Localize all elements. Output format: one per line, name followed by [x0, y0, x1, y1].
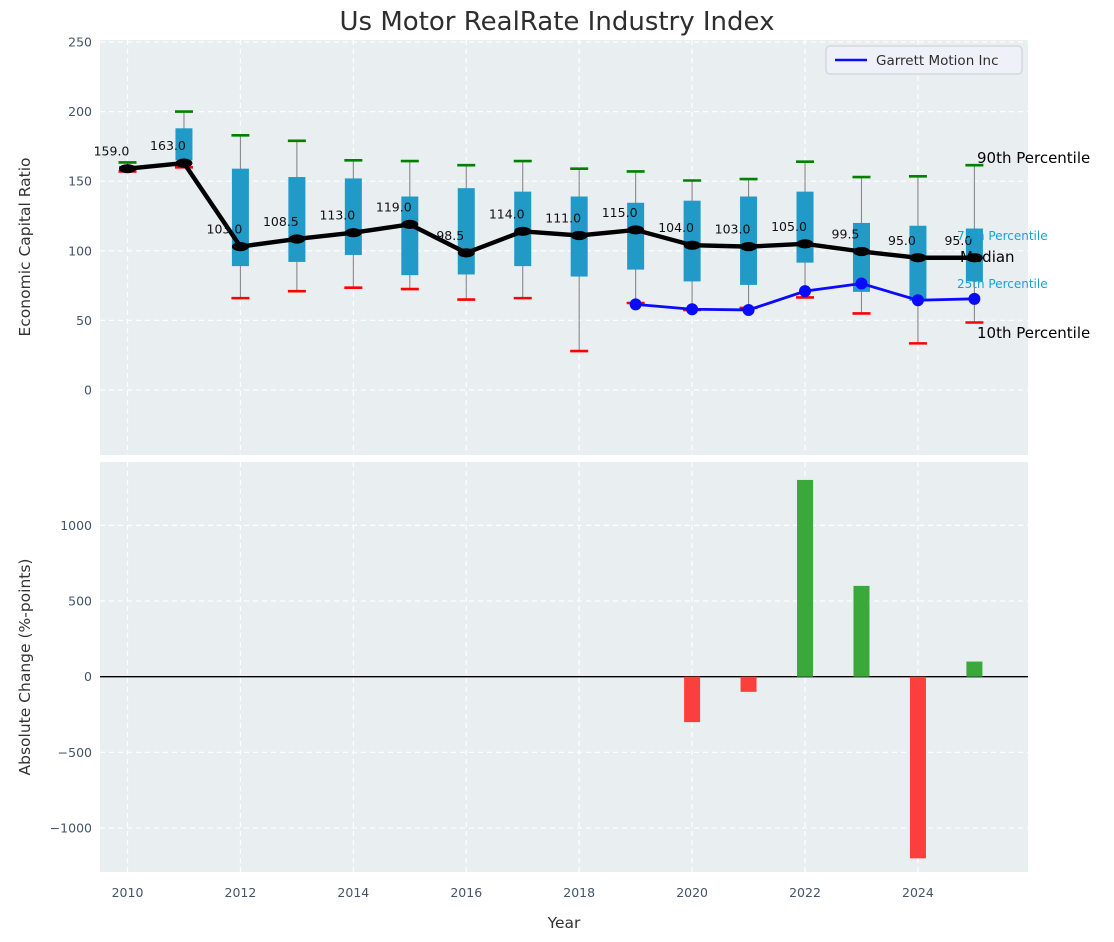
median-value-label: 119.0	[376, 199, 412, 214]
bar-negative	[740, 676, 757, 692]
median-point	[909, 253, 927, 263]
bar-positive	[853, 585, 870, 677]
y-tick-label: −500	[58, 745, 92, 760]
median-point	[683, 240, 701, 250]
median-point	[175, 158, 193, 168]
annotation-75th-percentile: 75th Percentile	[957, 229, 1048, 243]
median-point	[852, 246, 870, 257]
bottom-y-tick-labels: 1000 500 0 −500 −1000	[50, 518, 92, 836]
company-point	[855, 277, 868, 290]
y-tick-label: 50	[76, 313, 92, 328]
annotation-90th-percentile: 90th Percentile	[977, 149, 1090, 167]
top-axes-panel	[100, 40, 1028, 455]
company-point	[911, 294, 924, 307]
top-y-tick-labels: 0 50 100 150 200 250	[68, 35, 92, 398]
bar-layer	[100, 479, 1028, 859]
chart-title: Us Motor RealRate Industry Index	[340, 7, 775, 37]
company-point	[742, 303, 755, 316]
median-value-label: 103.0	[715, 222, 751, 237]
median-point	[401, 219, 419, 229]
y-tick-label: 100	[68, 243, 92, 258]
median-value-label: 95.0	[888, 233, 916, 248]
x-tick-label: 2014	[337, 885, 369, 900]
company-point	[799, 285, 812, 298]
iqr-box	[175, 128, 193, 161]
median-value-label: 111.0	[545, 210, 581, 225]
legend-label: Garrett Motion Inc	[876, 53, 999, 69]
top-y-axis-label: Economic Capital Ratio	[16, 157, 34, 336]
median-line	[127, 160, 975, 260]
y-tick-label: 150	[68, 174, 92, 189]
y-tick-label: 250	[68, 35, 92, 50]
annotation-median: Median	[960, 248, 1015, 266]
median-value-label: 115.0	[602, 205, 638, 220]
bar-positive	[797, 479, 814, 677]
percentile-annotations: 90th Percentile 75th Percentile Median 25th…	[957, 149, 1090, 342]
median-value-label: 108.5	[263, 214, 299, 229]
x-tick-label: 2018	[563, 885, 595, 900]
iqr-box	[627, 202, 645, 270]
median-point	[570, 230, 588, 241]
median-point	[119, 164, 136, 174]
y-tick-label: 500	[68, 594, 92, 609]
median-value-label: 113.0	[319, 208, 355, 223]
iqr-box	[740, 196, 758, 285]
median-point	[965, 253, 983, 263]
company-point	[686, 303, 699, 316]
iqr-box	[401, 196, 419, 276]
median-value-label: 163.0	[150, 138, 186, 153]
median-value-label: 99.5	[832, 226, 860, 241]
x-tick-label: 2016	[450, 885, 482, 900]
median-value-label: 98.5	[436, 228, 464, 243]
bar-negative	[684, 676, 701, 723]
median-point	[457, 248, 475, 258]
iqr-box	[909, 225, 927, 301]
x-tick-labels: 2010 2012 2014 2016 2018 2020 2022 2024	[112, 885, 934, 900]
x-axis-label: Year	[547, 914, 581, 932]
annotation-10th-percentile: 10th Percentile	[977, 324, 1090, 342]
company-point	[968, 292, 981, 305]
y-tick-label: 200	[68, 104, 92, 119]
bar-positive	[966, 661, 983, 677]
x-tick-label: 2010	[112, 885, 144, 900]
y-tick-label: 0	[84, 383, 92, 398]
x-tick-label: 2012	[225, 885, 257, 900]
median-point	[288, 234, 306, 244]
median-point	[740, 242, 758, 252]
median-point	[796, 239, 814, 249]
y-tick-label: 1000	[60, 518, 92, 533]
boxplot-layer: 159.0 163.0 103.0 108.5 113.0 119.0 98.5 114.0 1…	[94, 110, 984, 353]
median-value-label: 104.0	[658, 220, 694, 235]
median-value-label: 103.0	[207, 222, 243, 237]
median-value-label: 114.0	[489, 206, 525, 221]
median-point	[231, 242, 249, 252]
x-tick-label: 2022	[789, 885, 821, 900]
median-value-label: 159.0	[94, 144, 130, 159]
median-value-label: 105.0	[771, 219, 807, 234]
y-tick-label: −1000	[50, 821, 92, 836]
median-point	[514, 226, 532, 236]
median-point	[344, 228, 362, 238]
iqr-box	[231, 168, 249, 267]
y-tick-label: 0	[84, 669, 92, 684]
bottom-axes-panel	[100, 462, 1028, 872]
legend: Garrett Motion Inc	[825, 45, 1023, 75]
company-point	[629, 298, 642, 311]
x-tick-label: 2020	[676, 885, 708, 900]
bar-negative	[909, 676, 926, 859]
annotation-25th-percentile: 25th Percentile	[957, 277, 1048, 291]
bottom-y-axis-label: Absolute Change (%-points)	[16, 559, 34, 776]
iqr-box	[852, 222, 870, 292]
median-value-label: 95.0	[944, 233, 972, 248]
legend-box	[825, 45, 1023, 75]
median-point	[627, 225, 645, 235]
x-tick-label: 2024	[902, 885, 934, 900]
